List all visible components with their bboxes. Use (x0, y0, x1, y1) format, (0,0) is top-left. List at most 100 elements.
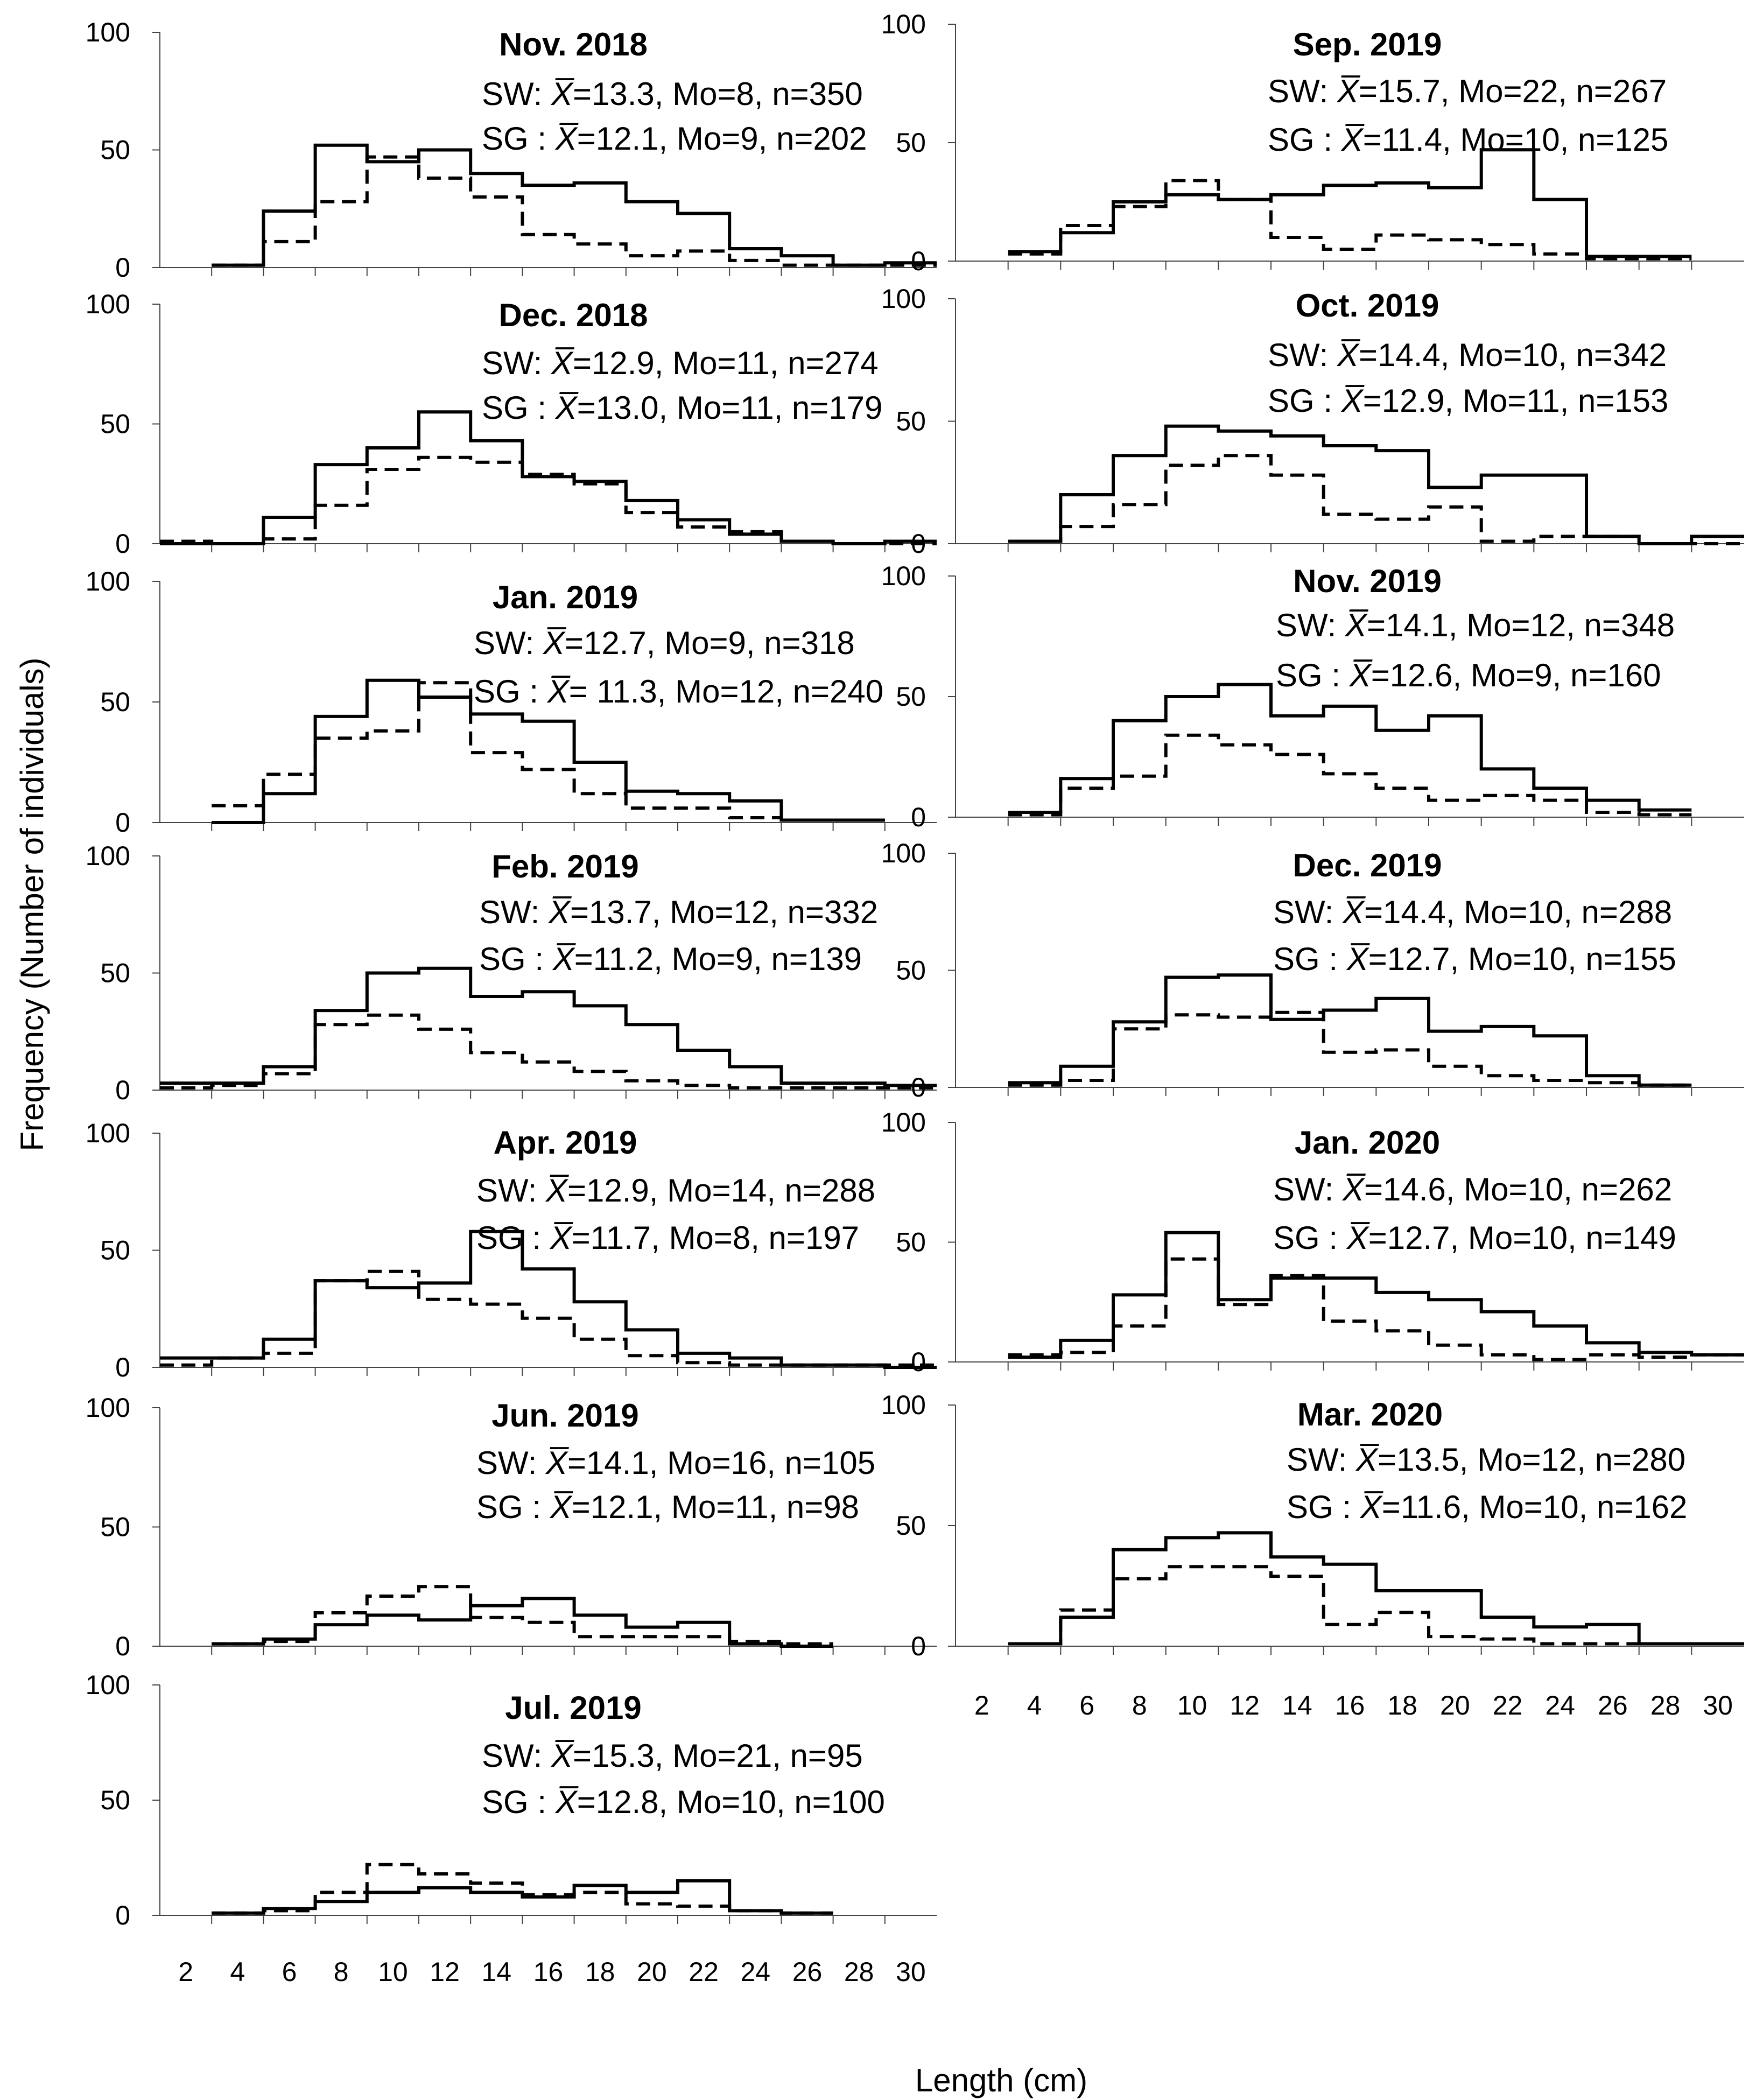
sg-series-line (160, 1013, 937, 1090)
x-tick-label: 22 (1493, 1690, 1523, 1720)
x-tick-label: 24 (1545, 1690, 1575, 1720)
panel-title: Mar. 2020 (1297, 1396, 1443, 1432)
sg-series-line (212, 681, 885, 822)
y-tick-label: 100 (881, 561, 926, 591)
y-tick-label: 50 (100, 687, 130, 717)
x-tick-label: 2 (974, 1690, 989, 1720)
sw-label: SW: (1273, 894, 1343, 930)
sg-stat-values: =11.7, Mo=8, n=197 (572, 1220, 859, 1256)
sw-stat-values: =13.3, Mo=8, n=350 (573, 76, 863, 112)
y-tick-label: 0 (911, 802, 926, 832)
sg-series-line (1008, 1257, 1744, 1361)
x-tick-label: 6 (282, 1957, 297, 1987)
sw-stats-line: SW: X̅=14.4, Mo=10, n=288 (1273, 894, 1672, 930)
sw-stats-line: SW: X̅=13.3, Mo=8, n=350 (482, 76, 863, 112)
sw-series-line (1008, 424, 1744, 545)
sw-series-line (160, 966, 937, 1087)
y-tick-label: 100 (881, 1107, 926, 1137)
mean-symbol: X̅ (1359, 1489, 1383, 1525)
y-tick-label: 0 (911, 529, 926, 559)
sw-stats-line: SW: X̅=15.7, Mo=22, n=267 (1268, 73, 1667, 109)
x-tick-label: 18 (585, 1957, 615, 1987)
x-tick-label: 12 (1230, 1690, 1260, 1720)
y-tick-label: 0 (115, 529, 130, 559)
sg-stat-values: =12.6, Mo=9, n=160 (1371, 657, 1661, 693)
x-tick-label: 28 (844, 1957, 874, 1987)
sw-stats-line: SW: X̅=12.9, Mo=11, n=274 (482, 345, 879, 381)
y-tick-label: 100 (86, 841, 130, 871)
y-tick-label: 0 (911, 1631, 926, 1661)
panel-title: Nov. 2018 (499, 26, 648, 62)
sw-stat-values: =12.9, Mo=11, n=274 (573, 345, 879, 381)
x-tick-labels: 2 4 6 8 10 12 14 16 18 20 22 24 26 28 30 (178, 1957, 926, 1987)
panel-title: Jul. 2019 (505, 1690, 642, 1726)
sg-stats-line: SG : X̅=12.7, Mo=10, n=155 (1273, 941, 1676, 977)
sg-series-line (160, 455, 937, 545)
sg-label: SG : (1287, 1489, 1360, 1525)
mean-symbol: X̅ (550, 345, 574, 381)
panel-title: Sep. 2019 (1293, 26, 1442, 62)
x-tick-label: 20 (637, 1957, 667, 1987)
y-tick-label: 50 (896, 1227, 926, 1258)
sw-series-line (1008, 1231, 1744, 1359)
sg-stat-values: =12.7, Mo=10, n=155 (1368, 941, 1676, 977)
y-tick-label: 0 (115, 1631, 130, 1661)
sg-stat-values: = 11.3, Mo=12, n=240 (569, 673, 883, 710)
mean-symbol: X̅ (1344, 607, 1368, 643)
sg-label: SG : (474, 673, 547, 710)
y-tick-label: 100 (881, 838, 926, 868)
sg-stats-line: SG : X̅=11.4, Mo=10, n=125 (1268, 122, 1668, 158)
sw-stats-line: SW: X̅=12.9, Mo=14, n=288 (476, 1172, 875, 1209)
sg-label: SG : (476, 1220, 550, 1256)
sg-label: SG : (1276, 657, 1350, 693)
sg-label: SG : (479, 941, 553, 977)
y-tick-label: 50 (100, 1235, 130, 1266)
sw-label: SW: (1287, 1442, 1356, 1478)
sw-stats-line: SW: X̅=13.7, Mo=12, n=332 (479, 894, 878, 930)
mean-symbol: X̅ (545, 1445, 569, 1481)
sw-stats-line: SW: X̅=14.6, Mo=10, n=262 (1273, 1171, 1672, 1207)
mean-symbol: X̅ (1346, 941, 1370, 977)
sg-stat-values: =13.0, Mo=11, n=179 (577, 390, 883, 426)
sg-stat-values: =11.6, Mo=10, n=162 (1382, 1489, 1688, 1525)
sw-stat-values: =15.3, Mo=21, n=95 (573, 1738, 863, 1774)
mean-symbol: X̅ (550, 76, 574, 112)
x-tick-label: 8 (1132, 1690, 1147, 1720)
mean-symbol: X̅ (1336, 337, 1360, 373)
y-tick-label: 50 (896, 956, 926, 986)
sw-series-line (1008, 683, 1692, 814)
sg-label: SG : (476, 1489, 550, 1525)
sw-label: SW: (1268, 73, 1337, 109)
panel-title: Jan. 2019 (493, 579, 638, 615)
y-tick-label: 0 (911, 1347, 926, 1377)
x-tick-label: 14 (481, 1957, 511, 1987)
x-tick-label: 30 (896, 1957, 926, 1987)
sg-stats-line: SG : X̅=12.9, Mo=11, n=153 (1268, 383, 1668, 419)
sw-series-line (1008, 1531, 1744, 1646)
y-tick-label: 50 (100, 1785, 130, 1815)
mean-symbol: X̅ (1340, 122, 1365, 158)
sg-series-line (160, 1269, 937, 1367)
mean-symbol: X̅ (546, 673, 571, 710)
mean-symbol: X̅ (1341, 894, 1366, 930)
sw-stats-line: SW: X̅=15.3, Mo=21, n=95 (482, 1738, 863, 1774)
sg-stat-values: =12.9, Mo=11, n=153 (1363, 383, 1669, 419)
panel-title: Feb. 2019 (491, 848, 639, 884)
sg-stat-values: =12.8, Mo=10, n=100 (577, 1784, 885, 1820)
y-axis-title: Frequency (Number of individuals) (14, 657, 50, 1151)
sg-series-line (1008, 1010, 1692, 1087)
x-tick-label: 24 (740, 1957, 770, 1987)
sw-series-line (1008, 148, 1692, 258)
y-tick-label: 100 (86, 1670, 130, 1700)
x-tick-label: 16 (1335, 1690, 1365, 1720)
x-tick-label: 6 (1079, 1690, 1094, 1720)
sg-series-line (1008, 1565, 1744, 1646)
mean-symbol: X̅ (552, 941, 576, 977)
y-tick-label: 0 (911, 246, 926, 276)
